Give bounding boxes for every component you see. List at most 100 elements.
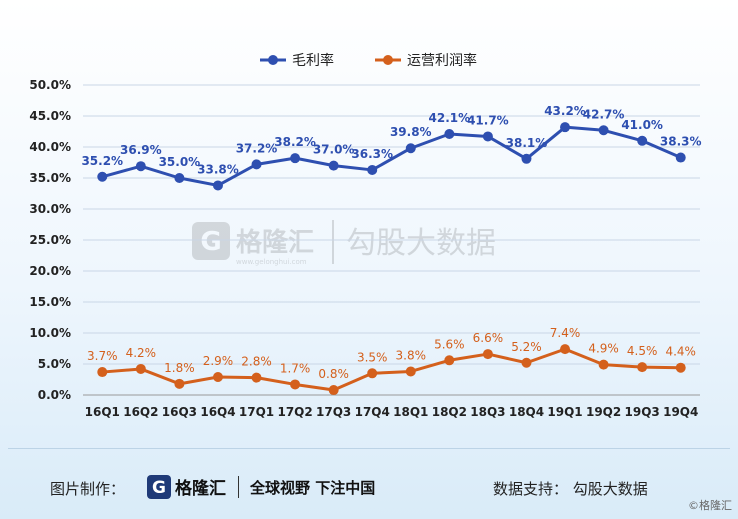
data-point [521, 357, 532, 368]
data-point [444, 355, 455, 366]
data-label: 3.7% [87, 349, 118, 363]
data-point [212, 180, 223, 191]
data-label: 35.0% [159, 155, 201, 169]
y-tick-label: 30.0% [29, 202, 71, 216]
data-label: 7.4% [550, 326, 581, 340]
data-point [560, 344, 571, 355]
data-point [521, 153, 532, 164]
x-tick-label: 19Q1 [547, 405, 582, 419]
data-point [135, 161, 146, 172]
watermark-logo-letter: G [200, 227, 221, 257]
x-tick-label: 19Q4 [663, 405, 698, 419]
data-label: 36.3% [351, 147, 393, 161]
x-tick-label: 18Q4 [509, 405, 544, 419]
data-point [97, 171, 108, 182]
data-support: 数据支持： 勾股大数据 [493, 480, 648, 498]
image-credit-label: 图片制作： [50, 480, 126, 498]
data-point [251, 159, 262, 170]
watermark-divider [332, 220, 334, 264]
data-label: 36.9% [120, 143, 162, 157]
data-point [328, 385, 339, 396]
watermark-partner: 勾股大数据 [346, 226, 496, 261]
legend-marker [268, 55, 278, 65]
x-tick-label: 18Q3 [470, 405, 505, 419]
data-point [367, 164, 378, 175]
data-point [637, 135, 648, 146]
logo-icon [147, 475, 171, 499]
watermark-url: www.gelonghui.com [236, 258, 307, 266]
logo-text: 格隆汇 [175, 478, 226, 499]
logo-letter: G [152, 478, 166, 498]
data-point [405, 143, 416, 154]
x-tick-label: 18Q2 [432, 405, 467, 419]
watermark-brand: 格隆汇 [236, 227, 314, 258]
data-point [212, 372, 223, 383]
x-tick-label: 16Q1 [85, 405, 120, 419]
data-label: 39.8% [390, 125, 432, 139]
x-tick-label: 16Q4 [200, 405, 235, 419]
data-point [637, 362, 648, 373]
data-label: 42.1% [429, 111, 471, 125]
data-point [290, 153, 301, 164]
data-label: 3.8% [396, 348, 427, 362]
data-point [328, 160, 339, 171]
footer-divider [8, 448, 730, 449]
data-label: 3.5% [357, 350, 388, 364]
data-label: 42.7% [583, 107, 625, 121]
y-tick-label: 5.0% [38, 357, 71, 371]
data-label: 38.1% [506, 136, 548, 150]
legend-label: 运营利润率 [407, 52, 477, 69]
data-label: 38.3% [660, 135, 702, 149]
data-label: 33.8% [197, 162, 239, 176]
footer: 图片制作： G 格隆汇 全球视野 下注中国 数据支持： 勾股大数据 ©格隆汇 [0, 448, 738, 519]
watermark: G 格隆汇 www.gelonghui.com 勾股大数据 [192, 220, 496, 266]
data-label: 2.8% [241, 355, 272, 369]
x-tick-label: 17Q3 [316, 405, 351, 419]
data-label: 38.2% [274, 135, 316, 149]
x-tick-label: 19Q3 [625, 405, 660, 419]
x-tick-label: 16Q2 [123, 405, 158, 419]
data-point [367, 368, 378, 379]
data-label: 41.7% [467, 113, 509, 127]
y-tick-label: 35.0% [29, 171, 71, 185]
data-point [174, 173, 185, 183]
data-point [598, 359, 609, 370]
data-point [174, 378, 185, 389]
data-label: 4.2% [126, 346, 157, 360]
data-label: 43.2% [544, 104, 586, 118]
legend-label: 毛利率 [292, 52, 334, 69]
data-point [675, 362, 686, 373]
data-label: 1.7% [280, 361, 311, 375]
x-tick-label: 19Q2 [586, 405, 621, 419]
data-label: 37.2% [236, 141, 278, 155]
y-tick-label: 50.0% [29, 78, 71, 92]
data-point [444, 128, 455, 139]
data-point [675, 152, 686, 163]
slogan: 全球视野 下注中国 [250, 479, 376, 497]
data-point [482, 131, 493, 142]
data-label: 0.8% [318, 367, 349, 381]
footer-separator [238, 476, 239, 498]
data-label: 6.6% [473, 331, 504, 345]
data-label: 5.6% [434, 337, 465, 351]
gelonghui-logo: G 格隆汇 [147, 475, 226, 499]
data-point [135, 363, 146, 374]
watermark-logo-icon [192, 222, 230, 260]
data-label: 4.4% [665, 345, 696, 359]
y-tick-label: 45.0% [29, 109, 71, 123]
corner-watermark: ©格隆汇 [688, 499, 732, 512]
y-tick-label: 15.0% [29, 295, 71, 309]
y-tick-label: 20.0% [29, 264, 71, 278]
data-label: 37.0% [313, 143, 355, 157]
data-label: 35.2% [81, 154, 123, 168]
data-point [405, 366, 416, 377]
data-label: 4.5% [627, 344, 658, 358]
x-tick-label: 17Q2 [277, 405, 312, 419]
data-point [560, 122, 571, 133]
x-tick-label: 17Q1 [239, 405, 274, 419]
y-tick-label: 40.0% [29, 140, 71, 154]
y-tick-label: 0.0% [38, 388, 71, 402]
x-tick-label: 17Q4 [355, 405, 390, 419]
data-point [251, 372, 262, 383]
